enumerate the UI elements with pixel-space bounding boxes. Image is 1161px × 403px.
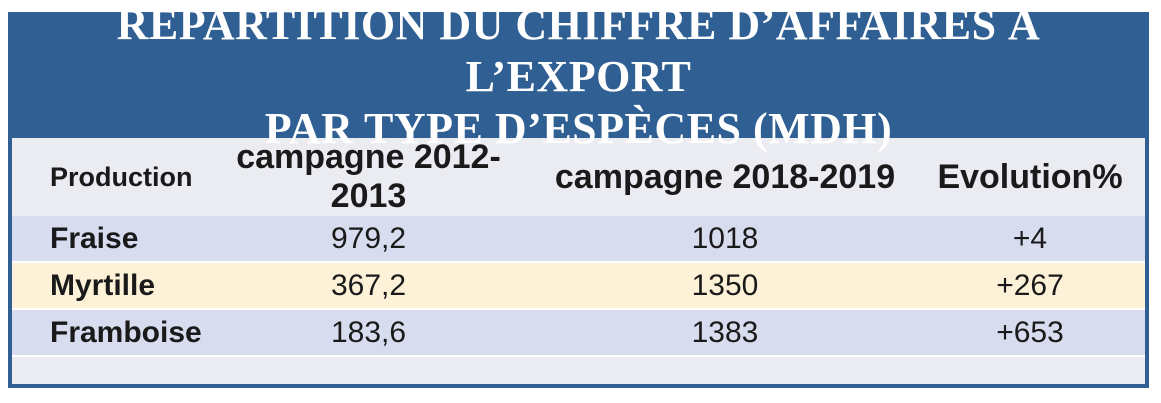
column-header-production: Production	[12, 138, 202, 216]
column-header-2012-2013: campagne 2012-2013	[202, 138, 535, 216]
cell-production: Myrtille	[12, 262, 202, 310]
cell-production: Fraise	[12, 216, 202, 263]
data-table: Production campagne 2012-2013 campagne 2…	[12, 138, 1145, 357]
cell-evolution: +4	[915, 216, 1145, 263]
table-row: Fraise 979,2 1018 +4	[12, 216, 1145, 263]
cell-evolution: +653	[915, 309, 1145, 357]
table-card: RÉPARTITION DU CHIFFRE D’AFFAIRES À L’EX…	[8, 0, 1149, 388]
title-line-1: RÉPARTITION DU CHIFFRE D’AFFAIRES À L’EX…	[116, 0, 1041, 101]
header-row: Production campagne 2012-2013 campagne 2…	[12, 138, 1145, 216]
cell-production: Framboise	[12, 309, 202, 357]
table-row: Framboise 183,6 1383 +653	[12, 309, 1145, 357]
cell-2018-2019: 1018	[535, 216, 915, 263]
column-header-evolution: Evolution%	[915, 138, 1145, 216]
cell-evolution: +267	[915, 262, 1145, 310]
cell-2018-2019: 1350	[535, 262, 915, 310]
cell-2018-2019: 1383	[535, 309, 915, 357]
cell-2012-2013: 979,2	[202, 216, 535, 263]
cell-2012-2013: 183,6	[202, 309, 535, 357]
table-header: RÉPARTITION DU CHIFFRE D’AFFAIRES À L’EX…	[12, 0, 1145, 153]
cell-2012-2013: 367,2	[202, 262, 535, 310]
column-header-2018-2019: campagne 2018-2019	[535, 138, 915, 216]
table-row: Myrtille 367,2 1350 +267	[12, 262, 1145, 310]
